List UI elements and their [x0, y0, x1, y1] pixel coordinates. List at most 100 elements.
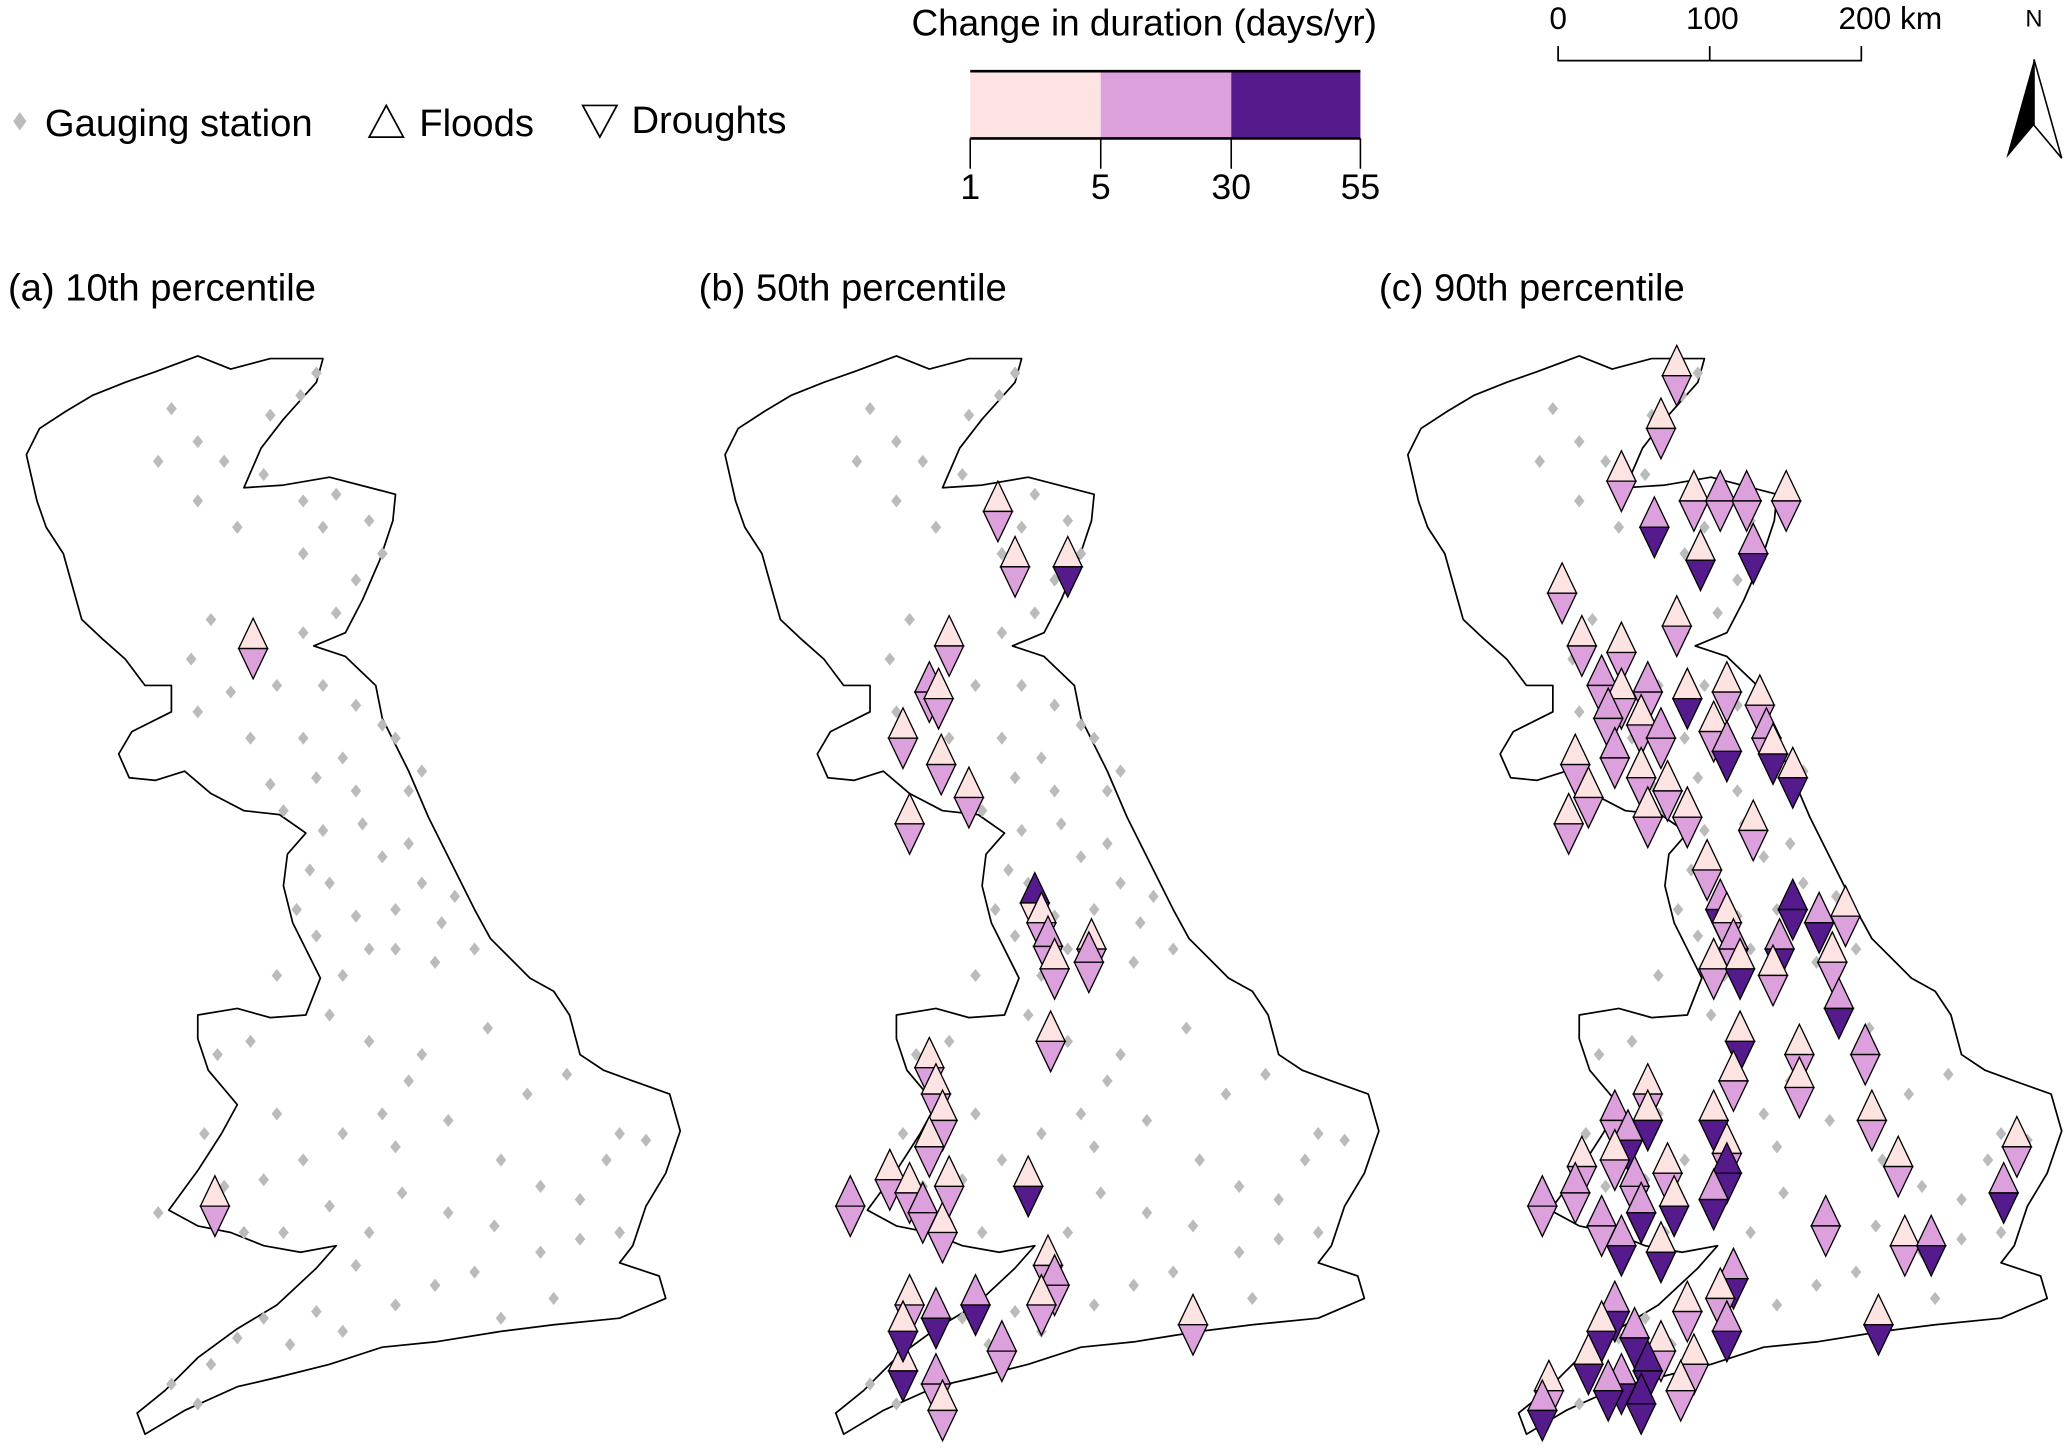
drought-triangle-icon [1691, 869, 1723, 902]
gauging-station-marker [1022, 1008, 1034, 1022]
station-change-marker [1849, 1022, 1881, 1087]
drought-triangle-icon [1724, 968, 1756, 1001]
gauging-station-marker [442, 1113, 454, 1128]
gauging-station-marker [1115, 876, 1126, 890]
gauging-station-marker [1679, 547, 1690, 561]
station-change-marker [1691, 838, 1723, 902]
station-change-marker [933, 1154, 965, 1219]
gauging-station-marker [996, 731, 1008, 745]
drought-triangle-icon [1605, 480, 1637, 513]
gauging-station-marker [1009, 929, 1021, 943]
gauging-station-marker [957, 467, 968, 482]
gauging-station-marker [943, 731, 955, 745]
gauging-station-marker [1062, 942, 1074, 956]
gauging-station-marker [1732, 573, 1743, 587]
gauging-station-marker [1639, 467, 1651, 482]
station-change-marker [925, 732, 957, 797]
gauging-station-marker [192, 494, 204, 508]
gauging-station-marker [278, 804, 289, 818]
gauging-station-marker [1095, 1186, 1106, 1200]
gauging-station-marker [897, 1127, 909, 1141]
drought-triangle-icon [1856, 1119, 1888, 1153]
station-change-marker [1039, 937, 1071, 1001]
station-change-marker [199, 1174, 231, 1238]
drought-triangle-icon [999, 566, 1031, 599]
drought-triangle-icon [1073, 961, 1105, 995]
gauging-station-marker [1062, 514, 1074, 528]
drought-triangle-icon [1816, 961, 1848, 995]
station-change-marker [1566, 614, 1598, 678]
gauging-station-marker [996, 547, 1008, 561]
gauging-station-marker [429, 955, 441, 969]
station-change-marker [1605, 449, 1637, 513]
drought-triangle-icon [1737, 829, 1769, 863]
drought-triangle-icon [1671, 816, 1703, 850]
gauging-station-marker [1732, 698, 1743, 712]
gauging-station-marker [271, 968, 283, 983]
station-change-marker [1658, 1174, 1690, 1238]
gauging-station-marker [1705, 1008, 1717, 1022]
drought-triangle-icon [1526, 1409, 1558, 1443]
gauging-station-marker [390, 1298, 401, 1312]
colorbar-tick-label: 30 [1211, 167, 1251, 207]
gauging-station-marker [1732, 784, 1743, 798]
gauging-station-marker [1982, 1153, 1994, 1167]
station-change-marker [953, 765, 985, 830]
gauging-station-marker [1850, 1265, 1862, 1279]
gauging-station-marker [1679, 731, 1690, 745]
gauging-station-marker [152, 1206, 164, 1220]
gauging-station-marker [601, 1153, 612, 1167]
drought-triangle-icon [1711, 1330, 1743, 1364]
gauging-station-marker [1088, 1140, 1100, 1154]
gauging-station-marker [363, 514, 375, 528]
drought-triangle-icon [1039, 968, 1071, 1001]
gauging-station-marker [1167, 1265, 1179, 1279]
gauging-station-marker [1943, 1067, 1954, 1081]
gauging-station-marker [1260, 1067, 1271, 1081]
station-change-marker [1731, 469, 1763, 533]
scale-bar: 0 100 200 km [1549, 0, 1942, 62]
map-panel-b [724, 355, 1380, 1443]
gauging-station-marker [350, 1258, 362, 1273]
gauging-station-marker [970, 968, 981, 983]
gauging-station-marker [363, 942, 375, 956]
drought-triangle-icon [1678, 500, 1710, 533]
station-change-marker [1526, 1378, 1558, 1443]
flood-triangle-icon [920, 1286, 952, 1319]
gauging-station-marker [212, 1047, 223, 1062]
drought-triangle-icon [1783, 1086, 1815, 1120]
scale-tick-label: 200 km [1838, 0, 1942, 36]
station-change-marker [1783, 1055, 1815, 1120]
gauging-station-marker [1141, 1206, 1153, 1220]
gauging-station-marker [377, 718, 388, 732]
gauging-station-marker [442, 1206, 454, 1220]
drought-triangle-icon [1777, 908, 1809, 942]
station-change-marker [907, 1180, 939, 1245]
gauging-station-marker [957, 1311, 968, 1325]
flood-triangle-icon [367, 103, 405, 138]
drought-triangle-icon [834, 1205, 866, 1238]
station-change-marker [1651, 759, 1684, 823]
gauging-station-marker [390, 1140, 401, 1154]
station-change-marker [2001, 1114, 2033, 1179]
gauging-station-marker [1003, 863, 1014, 877]
station-change-marker [1777, 745, 1809, 810]
gauging-station-marker [297, 1153, 309, 1167]
station-change-marker [1625, 1372, 1657, 1436]
gauging-station-marker [1573, 435, 1585, 449]
flood-triangle-icon [1770, 469, 1802, 502]
station-change-marker [1605, 1213, 1637, 1278]
drought-triangle-icon [1823, 1007, 1855, 1041]
gauging-station-marker [561, 1067, 573, 1081]
gauging-station-marker [363, 1225, 375, 1240]
panel-b-title: (b) 50th percentile [699, 267, 1007, 310]
drought-triangle-icon [1988, 1192, 2020, 1225]
drought-triangle-icon [923, 697, 955, 731]
station-change-marker [894, 792, 926, 856]
gauging-station-marker [970, 678, 981, 693]
drought-triangle-icon [926, 1409, 959, 1443]
drought-triangle-icon [1717, 1080, 1750, 1113]
gauging-station-marker [238, 1225, 250, 1240]
floods-legend-label: Floods [419, 102, 534, 145]
drought-triangle-icon [1665, 1390, 1697, 1423]
